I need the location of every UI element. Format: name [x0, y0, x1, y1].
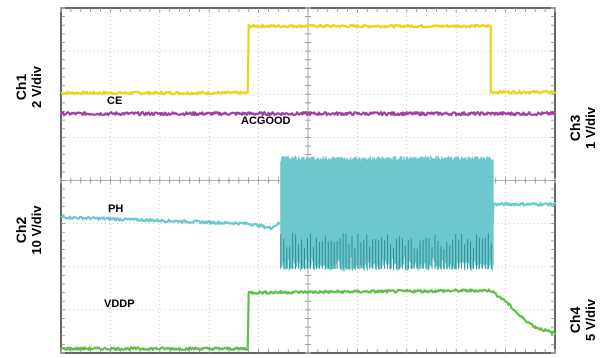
svg-text:Ch1: Ch1	[13, 74, 29, 101]
svg-text:Ch4: Ch4	[567, 307, 583, 334]
trace-ph-switching	[280, 154, 494, 272]
trace-acgood	[60, 111, 557, 117]
svg-text:1 V/div: 1 V/div	[583, 106, 598, 149]
svg-text:2 V/div: 2 V/div	[29, 65, 44, 108]
trace-ce	[60, 23, 557, 96]
svg-text:10 V/div: 10 V/div	[29, 205, 44, 255]
channel-label-ch1: Ch1 2 V/div	[13, 65, 44, 108]
trace-label-ph: PH	[108, 203, 123, 215]
trace-ph-switching-edges	[280, 233, 492, 269]
svg-text:Ch2: Ch2	[13, 217, 29, 244]
svg-text:5 V/div: 5 V/div	[583, 298, 598, 341]
channel-label-ch4: Ch4 5 V/div	[567, 298, 598, 341]
traces	[60, 23, 557, 352]
svg-text:Ch3: Ch3	[567, 115, 583, 142]
channel-label-ch3: Ch3 1 V/div	[567, 106, 598, 149]
channel-label-ch2: Ch2 10 V/div	[13, 205, 44, 255]
trace-label-vddp: VDDP	[104, 298, 135, 310]
trace-label-acgood: ACGOOD	[241, 115, 291, 127]
trace-label-ce: CE	[107, 95, 122, 107]
trace-vddp	[60, 288, 557, 352]
